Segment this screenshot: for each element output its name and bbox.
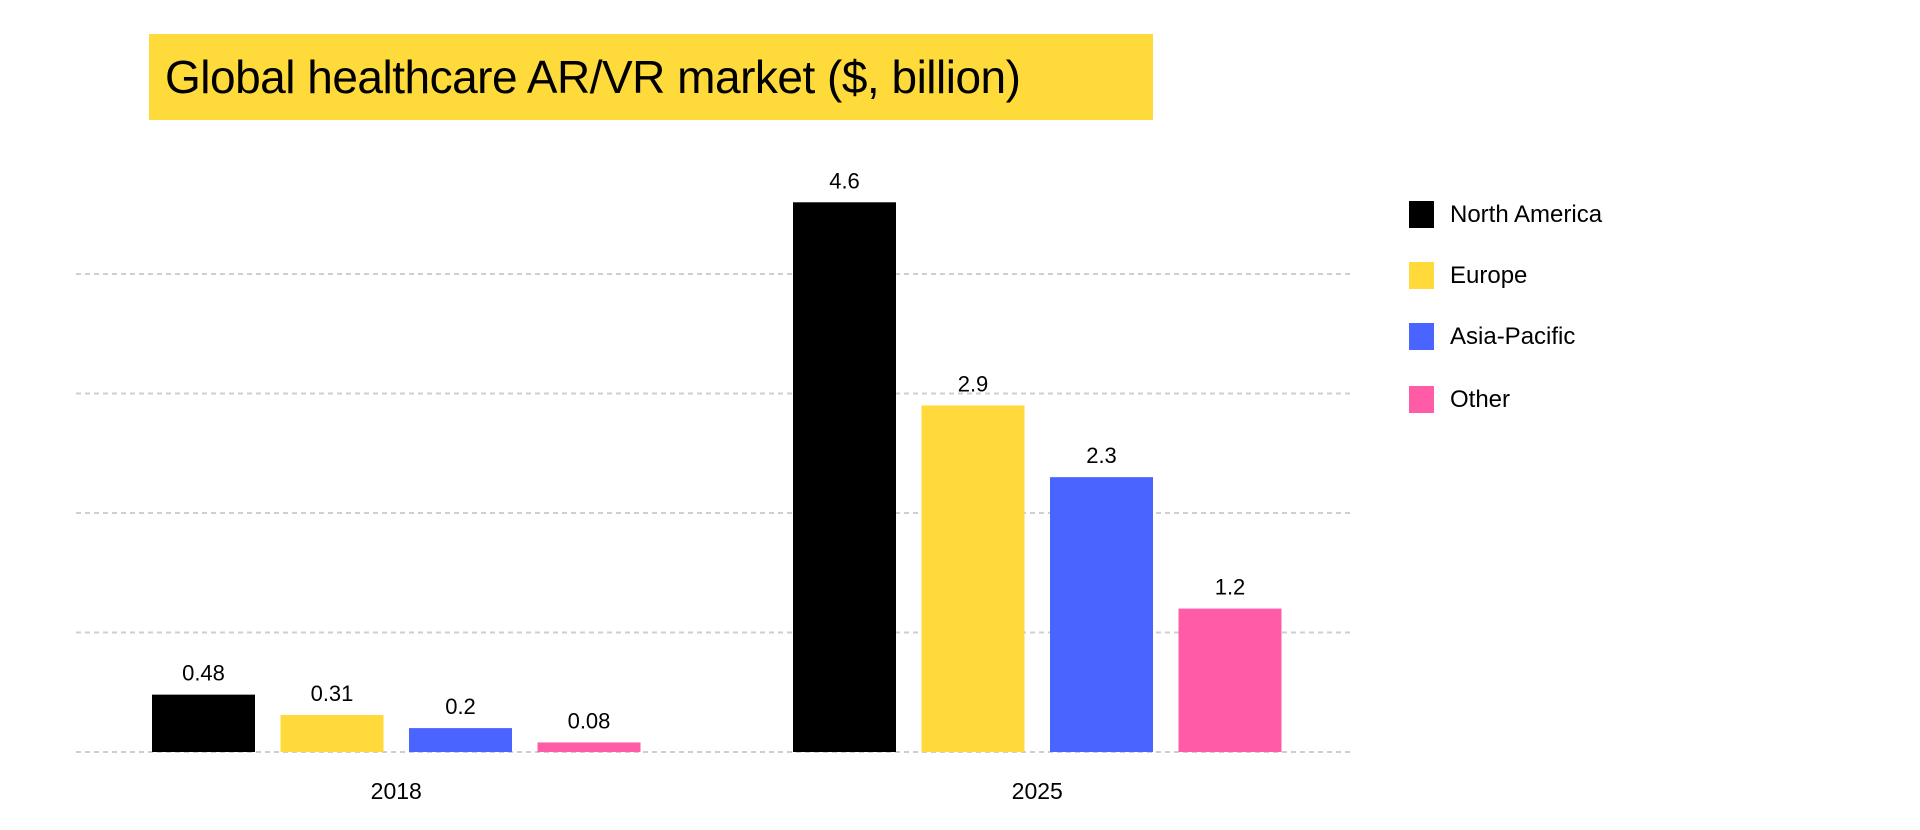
legend-label: Asia-Pacific bbox=[1450, 323, 1576, 350]
legend-swatch bbox=[1409, 201, 1434, 228]
data-label: 2.9 bbox=[958, 371, 989, 396]
bar-europe-2018 bbox=[280, 714, 384, 752]
chart-title: Global healthcare AR/VR market ($, billi… bbox=[165, 51, 1021, 103]
data-label: 0.48 bbox=[182, 661, 225, 686]
legend-swatch bbox=[1409, 386, 1434, 413]
bar-north-america-2018 bbox=[152, 694, 255, 752]
legend-label: Other bbox=[1450, 386, 1511, 413]
bar-asia-pacific-2025 bbox=[1050, 477, 1153, 752]
legend-label: Europe bbox=[1450, 262, 1528, 289]
bar-north-america-2025 bbox=[793, 202, 896, 753]
legend-swatch bbox=[1409, 262, 1434, 289]
legend-label: North America bbox=[1450, 201, 1603, 228]
data-label: 4.6 bbox=[829, 168, 860, 193]
data-label: 2.3 bbox=[1086, 443, 1117, 468]
bar-other-2025 bbox=[1178, 608, 1282, 752]
x-tick-label: 2025 bbox=[1012, 778, 1063, 804]
bar-other-2018 bbox=[537, 742, 641, 752]
data-label: 1.2 bbox=[1215, 575, 1246, 600]
data-label: 0.2 bbox=[445, 694, 476, 719]
legend-swatch bbox=[1409, 323, 1434, 350]
title-banner: Global healthcare AR/VR market ($, billi… bbox=[149, 34, 1153, 120]
x-tick-label: 2018 bbox=[371, 778, 422, 804]
data-label: 0.31 bbox=[311, 681, 354, 706]
data-label: 0.08 bbox=[568, 708, 611, 733]
bar-asia-pacific-2018 bbox=[409, 728, 512, 752]
bar-europe-2025 bbox=[921, 405, 1025, 752]
